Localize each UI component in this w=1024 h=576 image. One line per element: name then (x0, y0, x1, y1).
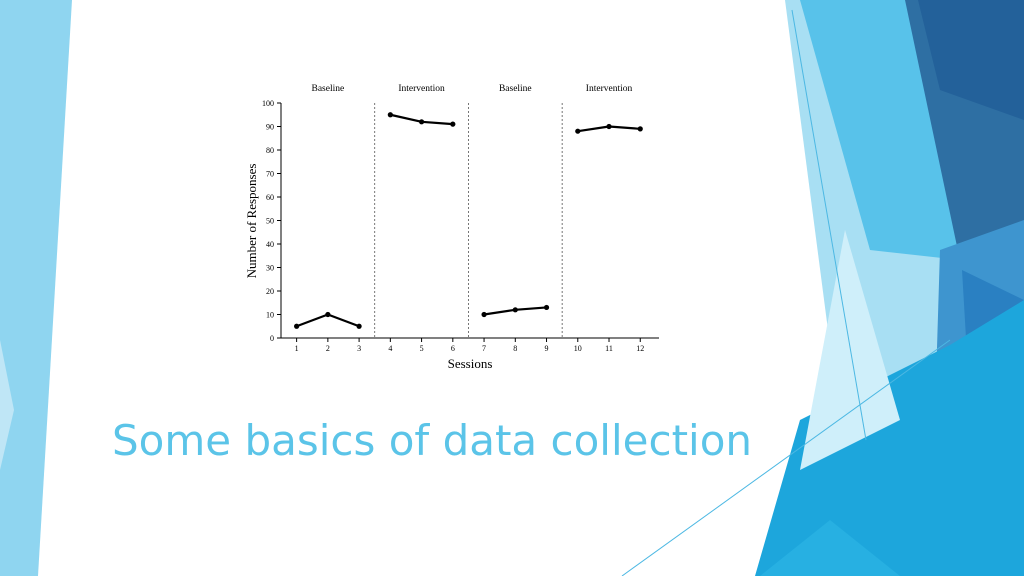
x-tick-label: 12 (636, 344, 644, 353)
x-tick-label: 9 (545, 344, 549, 353)
y-axis-label: Number of Responses (244, 164, 259, 279)
data-point (512, 307, 518, 313)
data-point (418, 119, 425, 125)
x-tick-label: 1 (295, 344, 299, 353)
chart-series (294, 112, 643, 329)
x-tick-label: 7 (482, 344, 486, 353)
y-tick-label: 100 (262, 99, 274, 108)
y-tick-label: 20 (266, 287, 274, 296)
y-tick-label: 80 (266, 146, 274, 155)
phase-label: Baseline (312, 84, 345, 94)
slide-title: Some basics of data collection (112, 416, 753, 465)
data-point (294, 323, 300, 329)
y-tick-label: 30 (266, 264, 274, 273)
x-tick-label: 11 (605, 344, 613, 353)
data-point (387, 112, 393, 118)
x-tick-label: 10 (574, 344, 582, 353)
y-tick-label: 70 (266, 170, 274, 179)
x-tick-label: 8 (513, 344, 517, 353)
data-point (543, 304, 550, 311)
data-point (606, 123, 612, 130)
y-tick-label: 0 (270, 334, 274, 343)
y-tick-label: 60 (266, 193, 274, 202)
x-tick-label: 5 (420, 344, 424, 353)
phase-label: Baseline (499, 84, 532, 94)
x-tick-label: 2 (326, 344, 330, 353)
data-point (325, 311, 331, 318)
data-point (450, 121, 456, 127)
x-tick-label: 3 (357, 344, 361, 353)
y-tick-label: 90 (266, 123, 274, 132)
x-tick-label: 4 (388, 344, 392, 353)
data-point (637, 126, 643, 132)
phase-change-lines (374, 103, 563, 338)
phase-label: Intervention (398, 84, 445, 94)
data-point (481, 311, 487, 318)
y-tick-label: 10 (266, 311, 274, 320)
phase-labels: Baseline Intervention Baseline Intervention (312, 84, 633, 94)
data-point (575, 128, 581, 134)
x-axis-label: Sessions (448, 356, 493, 371)
x-tick-label: 6 (451, 344, 455, 353)
y-tick-label: 50 (266, 217, 274, 226)
data-point (356, 323, 362, 329)
y-tick-label: 40 (266, 240, 274, 249)
phase-label: Intervention (586, 84, 633, 94)
